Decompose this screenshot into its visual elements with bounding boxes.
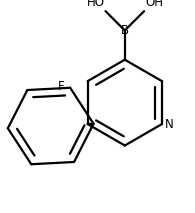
Text: B: B bbox=[121, 24, 129, 37]
Text: N: N bbox=[165, 118, 174, 131]
Text: F: F bbox=[58, 80, 64, 93]
Text: HO: HO bbox=[87, 0, 105, 9]
Text: OH: OH bbox=[145, 0, 163, 9]
